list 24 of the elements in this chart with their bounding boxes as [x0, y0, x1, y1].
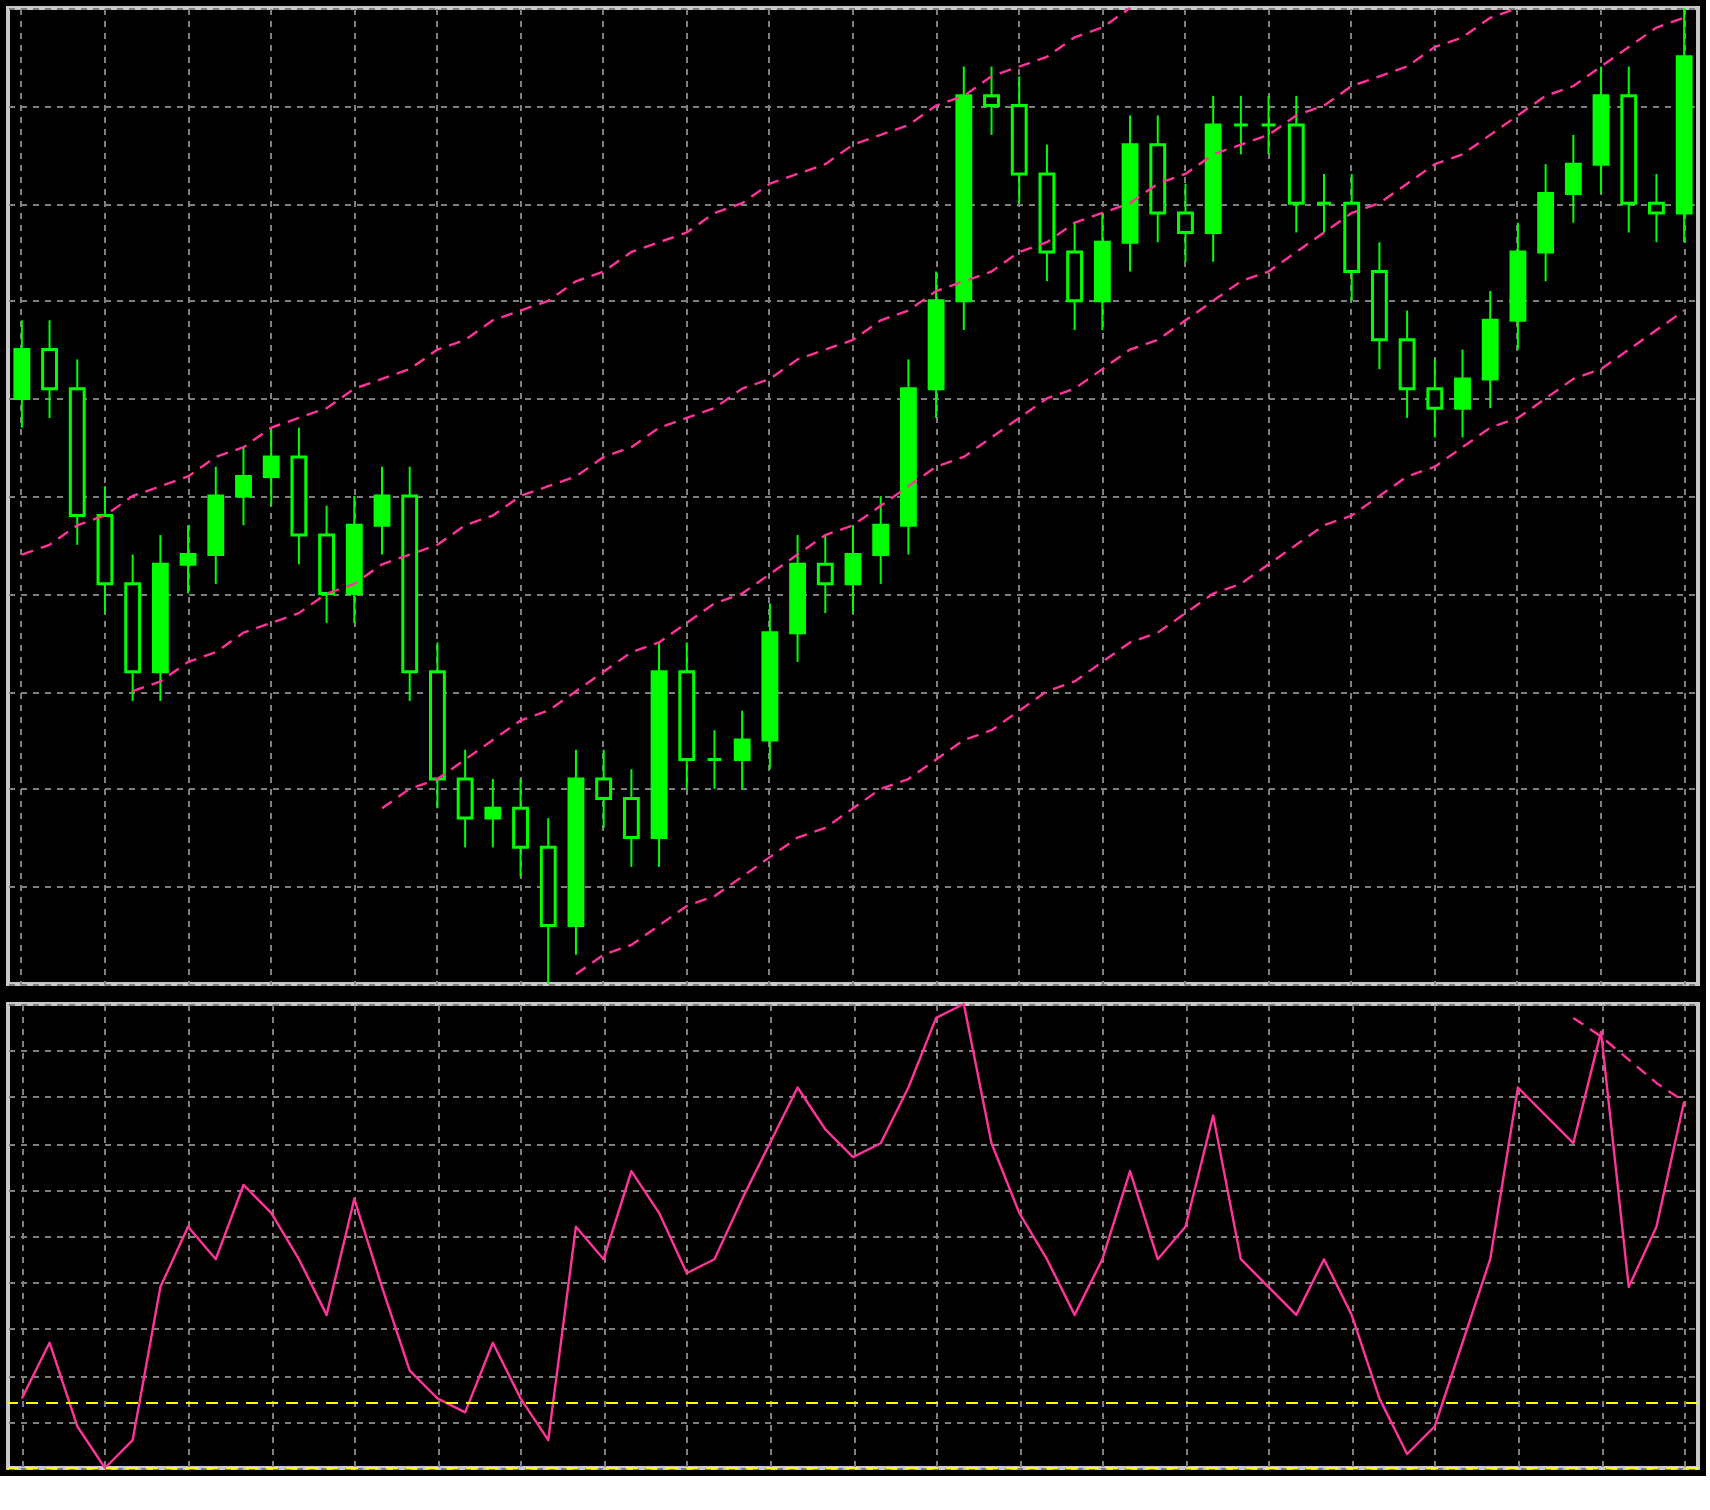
candlestick	[235, 446, 252, 527]
candlestick	[484, 778, 502, 849]
candlestick	[512, 778, 529, 878]
candlestick	[983, 65, 1000, 136]
candlestick	[41, 319, 58, 419]
candlestick	[816, 534, 834, 615]
candlestick	[1426, 358, 1444, 439]
candlestick	[595, 748, 613, 829]
candlestick	[1454, 348, 1471, 439]
candlestick	[1315, 172, 1333, 234]
candlestick	[373, 465, 391, 556]
candlestick	[1260, 94, 1277, 156]
candlestick	[179, 524, 197, 595]
candlestick	[1232, 94, 1250, 156]
candlestick	[706, 729, 723, 790]
candlestick	[1177, 182, 1194, 263]
candlestick	[872, 495, 890, 585]
candlestick	[622, 768, 640, 868]
candlestick	[1564, 133, 1582, 224]
candlestick	[1648, 172, 1665, 244]
candlestick	[262, 426, 280, 507]
candlestick	[456, 748, 474, 849]
candlestick	[844, 524, 862, 615]
candlestick	[733, 709, 751, 790]
